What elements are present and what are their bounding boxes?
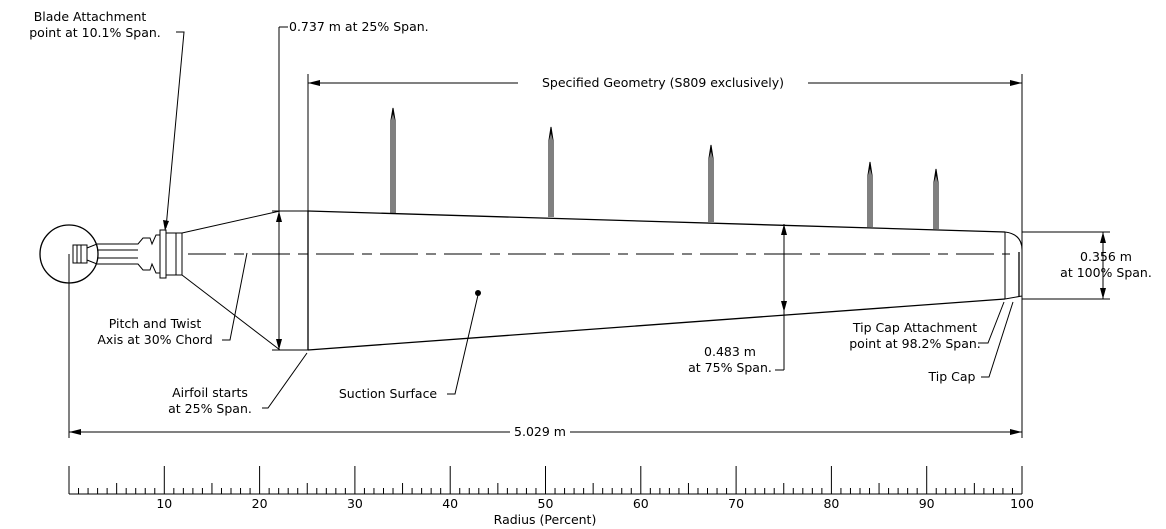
specified-geometry-dimension xyxy=(307,74,1023,438)
tip-cap-label: Tip Cap xyxy=(928,369,976,384)
axis-minor-ticks xyxy=(68,466,1023,494)
chord-75-label-2: at 75% Span. xyxy=(688,360,772,375)
pitch-axis-leader xyxy=(222,252,248,341)
axis-tick-label: 40 xyxy=(442,496,458,511)
chord-75-label-1: 0.483 m xyxy=(704,344,756,359)
pitch-axis-label-1: Pitch and Twist xyxy=(109,316,202,331)
tip-chord-label-2: at 100% Span. xyxy=(1060,265,1152,280)
tip-cap-leader xyxy=(981,301,1014,378)
suction-surface-dot xyxy=(475,290,481,296)
axis-tick-label: 100 xyxy=(1010,496,1034,511)
suction-surface-leader xyxy=(447,294,479,395)
suction-surface-label: Suction Surface xyxy=(339,386,438,401)
overall-length-dimension xyxy=(68,254,1022,438)
root-chord-dimension xyxy=(272,26,310,351)
root-chord-label: 0.737 m at 25% Span. xyxy=(289,19,429,34)
tip-cap-attachment-label-1: Tip Cap Attachment xyxy=(852,320,977,335)
pitch-axis-label-2: Axis at 30% Chord xyxy=(97,332,212,347)
blade-root-hardware xyxy=(72,229,183,279)
axis-tick-label: 70 xyxy=(728,496,744,511)
axis-tick-label: 10 xyxy=(156,496,172,511)
blade-attachment-label-2: point at 10.1% Span. xyxy=(29,25,161,40)
axis-tick-label: 90 xyxy=(919,496,935,511)
airfoil-start-label-2: at 25% Span. xyxy=(168,401,252,416)
axis-tick-label: 20 xyxy=(252,496,268,511)
axis-label: Radius (Percent) xyxy=(494,512,597,527)
radius-axis: 10 20 30 40 50 60 70 80 90 100 xyxy=(68,466,1034,511)
axis-tick-label: 80 xyxy=(823,496,839,511)
axis-tick-label: 30 xyxy=(347,496,363,511)
chord-75-dimension xyxy=(775,224,787,371)
blade-attachment-leader xyxy=(165,31,185,229)
specified-geometry-label: Specified Geometry (S809 exclusively) xyxy=(542,75,784,90)
tip-cap-attachment-label-2: point at 98.2% Span. xyxy=(849,336,981,351)
tip-chord-dimension xyxy=(1022,231,1110,300)
axis-tick-label: 50 xyxy=(538,496,554,511)
airfoil-start-label-1: Airfoil starts xyxy=(172,385,248,400)
blade-attachment-label-1: Blade Attachment xyxy=(34,9,147,24)
root-transition xyxy=(181,210,281,351)
blade-planform xyxy=(307,210,1023,351)
overall-length-label: 5.029 m xyxy=(514,424,566,439)
tip-chord-label-1: 0.356 m xyxy=(1080,249,1132,264)
tip-cap-attachment-leader xyxy=(978,301,1005,344)
axis-tick-label: 60 xyxy=(633,496,649,511)
airfoil-start-leader xyxy=(262,352,308,409)
axis-major-ticks: 10 20 30 40 50 60 70 80 90 100 xyxy=(156,496,1034,511)
pressure-probes xyxy=(390,107,939,229)
